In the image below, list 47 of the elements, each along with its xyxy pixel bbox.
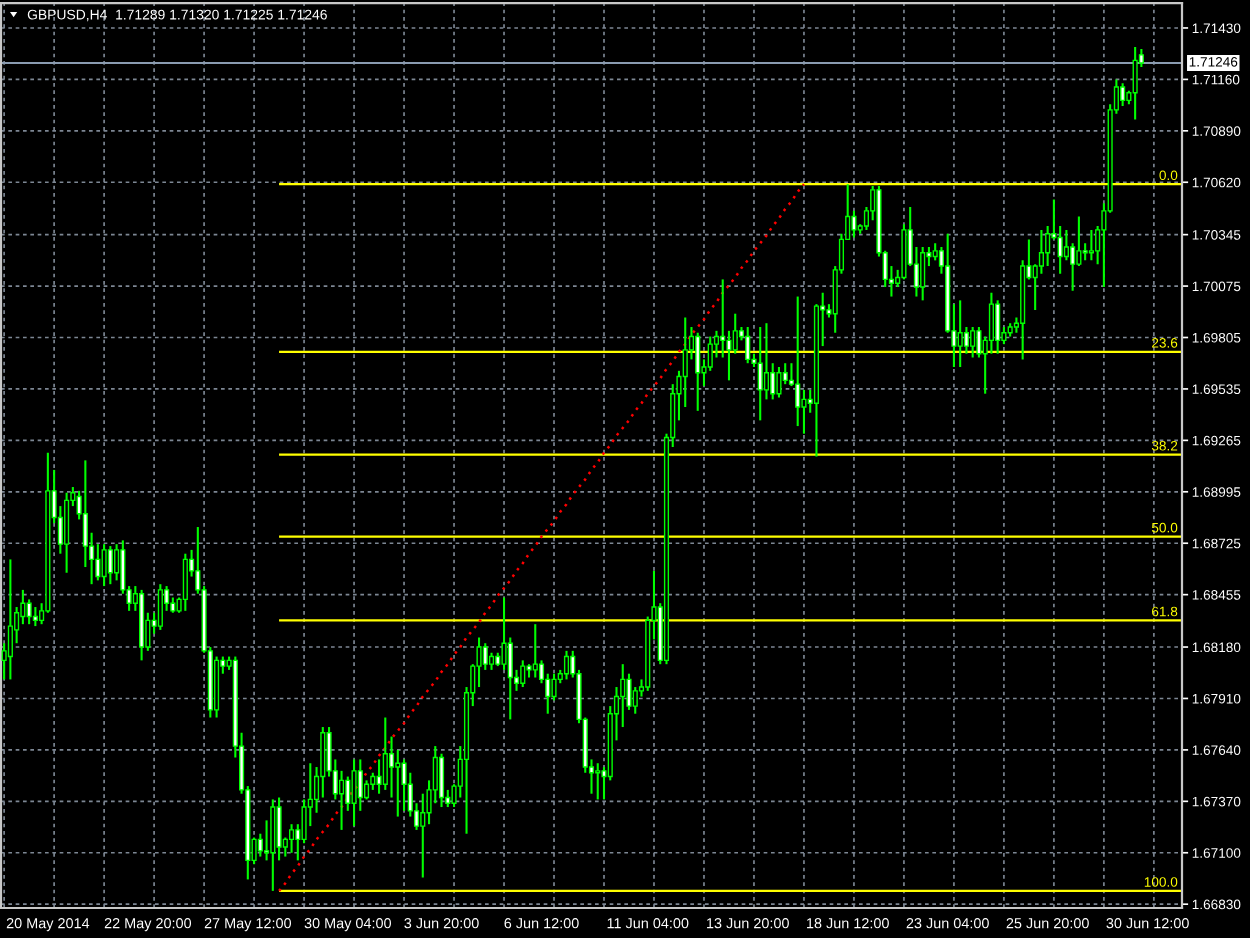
candlestick	[970, 325, 976, 359]
candlestick	[1088, 228, 1094, 262]
candlestick	[276, 796, 282, 862]
candlestick	[695, 331, 701, 412]
candlestick	[26, 598, 32, 626]
candlestick	[438, 752, 445, 809]
candlestick	[501, 596, 507, 671]
candlestick	[957, 299, 963, 369]
candlestick	[763, 322, 770, 401]
candlestick	[64, 491, 70, 574]
candlestick	[551, 672, 557, 702]
candlestick	[376, 758, 382, 795]
candlestick	[963, 325, 969, 355]
candlestick	[795, 295, 801, 428]
line-series	[277, 182, 806, 893]
candlestick	[157, 583, 163, 631]
candlestick	[632, 686, 638, 715]
candlestick	[782, 362, 788, 386]
candlestick	[32, 605, 38, 628]
candlestick	[1063, 228, 1069, 262]
candlestick	[401, 758, 407, 812]
candlestick	[520, 659, 526, 689]
candlestick	[801, 388, 807, 435]
candlestick	[288, 823, 295, 854]
candlestick	[1120, 82, 1126, 108]
candlestick	[595, 762, 601, 801]
candlestick	[851, 209, 857, 239]
candlestick	[1132, 45, 1138, 121]
candlestick	[182, 552, 188, 612]
candlestick	[7, 558, 13, 681]
candlestick	[776, 365, 782, 399]
candlestick	[482, 642, 488, 671]
candlestick	[563, 649, 570, 681]
candlestick	[532, 623, 538, 679]
candlestick	[995, 299, 1001, 355]
candlestick	[745, 325, 751, 365]
candlestick	[270, 798, 276, 892]
candlestick	[395, 748, 401, 818]
candlestick	[101, 543, 107, 588]
candlestick	[757, 325, 763, 422]
candlestick	[1076, 215, 1082, 268]
candlestick	[357, 758, 363, 812]
candlestick	[920, 245, 926, 302]
candlestick	[351, 758, 357, 828]
candlestick	[107, 545, 113, 586]
candlestick	[382, 716, 388, 791]
candlestick	[338, 769, 345, 831]
